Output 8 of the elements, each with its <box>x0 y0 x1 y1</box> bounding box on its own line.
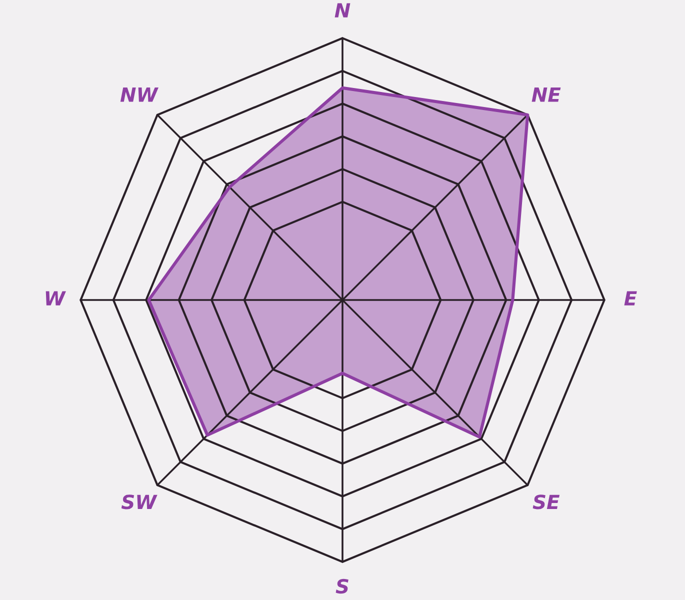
spoke-label: NE <box>532 88 561 102</box>
spoke-label: W <box>46 291 66 306</box>
spoke-label: SE <box>532 494 560 510</box>
spoke-label: N <box>334 3 350 18</box>
spoke-label: NW <box>120 88 158 102</box>
spoke-label: S <box>336 578 348 594</box>
spoke-label: E <box>624 291 637 306</box>
spoke-label: SW <box>121 494 158 510</box>
